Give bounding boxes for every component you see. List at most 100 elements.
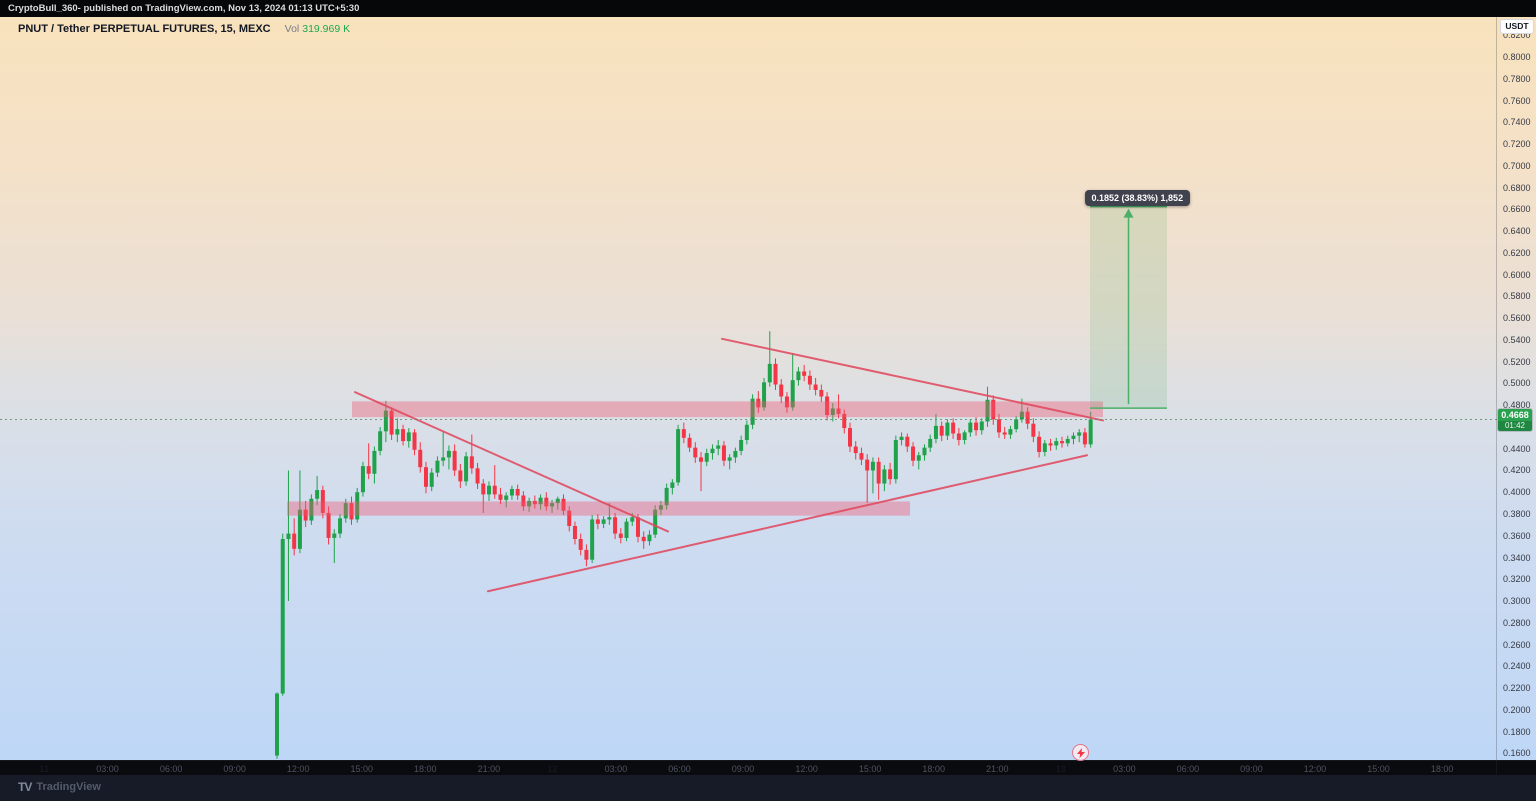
candle-body [836, 408, 841, 414]
candle-body [504, 495, 509, 500]
candle-body [618, 533, 623, 538]
publication-bar: CryptoBull_360- published on TradingView… [0, 0, 1536, 17]
candle-body [721, 445, 726, 461]
candlestick-chart[interactable] [0, 17, 1497, 760]
candle-body [807, 375, 812, 385]
candle-body [979, 421, 984, 431]
candle-body [911, 446, 916, 461]
candle-body [676, 429, 681, 483]
price-tick-label: 0.4400 [1503, 443, 1531, 454]
candle-body [1048, 443, 1053, 446]
candle-body [687, 437, 692, 448]
candle-body [716, 445, 721, 449]
candle-body [349, 503, 354, 520]
candle-body [939, 425, 944, 436]
candle-body [527, 500, 532, 507]
candle-body [870, 461, 875, 471]
candle-body [607, 517, 612, 520]
candle-body [635, 517, 640, 537]
price-tick-label: 0.6800 [1503, 182, 1531, 193]
candle-body [360, 466, 365, 493]
candle-body [727, 457, 732, 461]
candle-body [332, 533, 337, 538]
candle-body [813, 384, 818, 390]
candle-body [779, 384, 784, 397]
candle-body [996, 419, 1001, 433]
candle-body [859, 453, 864, 460]
candle-body [830, 408, 835, 415]
time-tick-label: 18:00 [922, 764, 945, 774]
price-tick-label: 0.7600 [1503, 95, 1531, 106]
candle-body [641, 536, 646, 542]
candle-body [1082, 432, 1087, 445]
candle-body [693, 447, 698, 458]
time-tick-label: 09:00 [223, 764, 246, 774]
descending-line-1 [354, 391, 669, 533]
price-tick-label: 0.2400 [1503, 661, 1531, 672]
candle-body [710, 448, 715, 454]
candle-body [974, 422, 979, 431]
candle-body [1019, 411, 1024, 420]
candle-body [418, 449, 423, 468]
candle-body [1071, 435, 1076, 439]
candle-body [532, 500, 537, 505]
time-tick-label: 03:00 [604, 764, 628, 774]
candle-body [286, 533, 291, 540]
resistance-zone [352, 401, 1103, 418]
time-tick-label: 12:00 [286, 764, 310, 774]
candle-body [853, 446, 858, 454]
candle-body [309, 498, 314, 521]
tradingview-logo-icon: TV [18, 780, 32, 794]
price-tick-label: 0.8200 [1503, 30, 1531, 41]
time-tick-label: 06:00 [159, 764, 183, 774]
candle-body [481, 483, 486, 495]
publication-text: CryptoBull_360- published on TradingView… [8, 3, 360, 14]
candle-body [1065, 438, 1070, 444]
candle-body [819, 389, 824, 397]
price-tick-label: 0.2600 [1503, 639, 1531, 650]
candle-body [338, 518, 343, 534]
candle-body [515, 488, 520, 496]
candle-body [991, 399, 996, 420]
price-tick-label: 0.2800 [1503, 617, 1531, 628]
time-tick-label: 21:00 [477, 764, 501, 774]
candle-body [590, 519, 595, 560]
candle-body [303, 509, 308, 521]
candle-body [601, 519, 606, 524]
time-tick-label: 12:00 [795, 764, 818, 774]
time-tick-label: 06:00 [1176, 764, 1200, 774]
candle-body [1031, 423, 1036, 437]
candle-body [498, 494, 503, 500]
candle-body [452, 450, 457, 471]
time-tick-label: 15:00 [1367, 764, 1390, 774]
candle-body [893, 440, 898, 480]
candle-body [366, 466, 371, 474]
time-tick-label: 09:00 [731, 764, 755, 774]
price-tick-label: 0.2000 [1503, 704, 1531, 715]
candle-body [962, 432, 967, 441]
price-tick-label: 0.3800 [1503, 508, 1531, 519]
price-tick-label: 0.3600 [1503, 530, 1531, 541]
bar-countdown: 01:42 [1498, 420, 1532, 431]
currency-toggle-button[interactable]: USDT [1500, 19, 1534, 34]
candle-body [1042, 443, 1047, 452]
chart-pane[interactable]: PNUT / Tether PERPETUAL FUTURES, 15, MEX… [0, 17, 1536, 760]
tradingview-logo[interactable]: TV TradingView [18, 780, 101, 794]
candle-body [401, 429, 406, 442]
market-status-icon[interactable] [1072, 744, 1089, 761]
symbol-legend[interactable]: PNUT / Tether PERPETUAL FUTURES, 15, MEX… [18, 23, 350, 35]
measure-tooltip-text: 0.1852 (38.83%) 1,852 [1091, 192, 1184, 203]
symbol-title[interactable]: PNUT / Tether PERPETUAL FUTURES, 15, MEX… [18, 23, 271, 35]
candle-body [297, 509, 302, 549]
candle-body [739, 440, 744, 451]
volume-value: 319.969 K [302, 23, 351, 35]
candle-body [928, 438, 933, 448]
candle-body [922, 447, 927, 456]
price-tick-label: 0.7000 [1503, 160, 1531, 171]
price-tick-label: 0.3400 [1503, 552, 1531, 563]
candle-body [412, 432, 417, 450]
price-tick-label: 0.2200 [1503, 683, 1531, 694]
price-tick-label: 0.6400 [1503, 226, 1531, 237]
time-tick-label: 18:00 [1430, 764, 1454, 774]
descending-line-2 [721, 337, 1104, 422]
